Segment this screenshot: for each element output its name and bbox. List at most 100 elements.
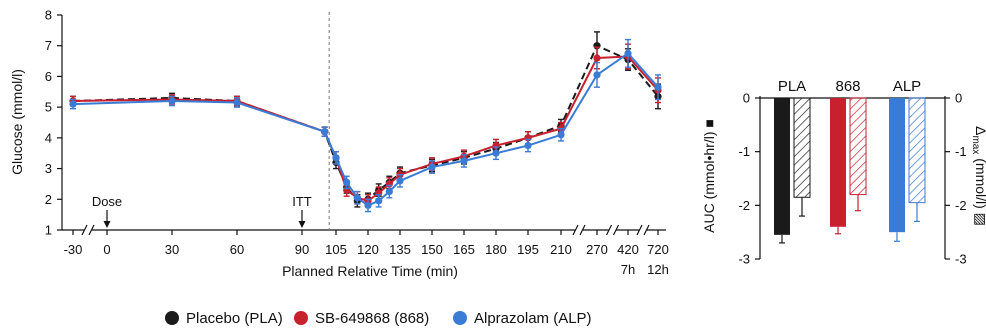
data-point xyxy=(492,149,500,157)
bar-left-tick-label: -3 xyxy=(738,252,750,267)
y-tick-label: 1 xyxy=(45,223,52,238)
x-axis-label: Planned Relative Time (min) xyxy=(282,263,458,279)
legend-swatch-sb xyxy=(294,311,308,325)
break-slash xyxy=(572,224,579,236)
bar-right-axis-label: Δmax (mmol/l) ▨ xyxy=(970,126,986,226)
bar-right-tick-label: 0 xyxy=(955,91,962,106)
break-gap xyxy=(639,226,647,234)
legend-swatch-placebo xyxy=(165,311,179,325)
bar-868-auc xyxy=(830,98,846,227)
x-tick-label: -30 xyxy=(64,242,83,257)
x-tick-sublabel: 7h xyxy=(621,262,635,277)
data-point xyxy=(654,83,662,91)
series-alp xyxy=(69,38,662,213)
bar-right-tick-label: -1 xyxy=(955,144,967,159)
bar-layer xyxy=(774,97,926,244)
data-point xyxy=(396,177,404,185)
data-point xyxy=(375,197,383,205)
x-tick-label: 60 xyxy=(230,242,244,257)
data-point xyxy=(557,131,565,139)
break-gap xyxy=(608,226,617,234)
x-tick-label: 180 xyxy=(485,242,507,257)
bar-left-axis-label: AUC (mmol•hr/l) ■ xyxy=(701,119,717,233)
itt-annotation: ITT xyxy=(292,194,312,209)
y-ticks: 1 2 3 4 5 6 7 8 xyxy=(45,8,62,238)
x-tick-label: 210 xyxy=(550,242,572,257)
y-tick-label: 2 xyxy=(45,192,52,207)
break-slash xyxy=(605,224,613,236)
x-tick-label: 105 xyxy=(325,242,347,257)
data-point xyxy=(593,54,601,62)
data-point xyxy=(460,157,468,165)
data-point xyxy=(321,128,329,136)
x-tick-label: 165 xyxy=(453,242,475,257)
axis-breaks xyxy=(81,224,650,236)
x-tick-label: 420 xyxy=(617,242,639,257)
break-slash xyxy=(636,224,643,236)
series-sb xyxy=(69,43,662,208)
bar-left-tick-label: -1 xyxy=(738,144,750,159)
legend: Placebo (PLA) SB-649868 (868) Alprazolam (… xyxy=(165,310,592,327)
x-tick-label: 30 xyxy=(165,242,179,257)
y-tick-label: 7 xyxy=(45,38,52,53)
break-slash xyxy=(88,224,95,236)
data-point xyxy=(593,71,601,79)
break-gap xyxy=(575,226,583,234)
data-point xyxy=(385,188,393,196)
x-tick-sublabel: 12h xyxy=(647,262,669,277)
legend-label-alp: Alprazolam (ALP) xyxy=(474,310,592,327)
data-point xyxy=(69,100,77,108)
data-point xyxy=(343,178,351,186)
break-slash xyxy=(81,224,88,236)
bar-ticks: 0 0 -1 -1 -2 -2 -3 -3 xyxy=(738,91,966,267)
y-tick-label: 8 xyxy=(45,8,52,23)
data-point xyxy=(524,141,532,150)
bar-category-label: PLA xyxy=(778,78,806,95)
series-line xyxy=(72,55,659,202)
x-tick-label: 120 xyxy=(357,242,379,257)
bar-left-tick-label: -2 xyxy=(738,198,750,213)
break-slash xyxy=(612,224,620,236)
x-tick-label: 150 xyxy=(421,242,443,257)
x-tick-label: 720 xyxy=(647,242,669,257)
data-point xyxy=(624,49,632,57)
break-slash xyxy=(579,224,586,236)
bar-left-tick-label: 0 xyxy=(743,91,750,106)
max-subscript: max xyxy=(970,135,981,154)
y-axis-label: Glucose (mmol/l) xyxy=(9,69,25,175)
delta-symbol: Δ xyxy=(973,126,986,135)
dose-arrowhead xyxy=(103,221,111,228)
auc-bar-chart: 0 0 -1 -1 -2 -2 -3 -3 PLA 868 ALP AUC (mmol•hr/l)… xyxy=(701,78,986,267)
legend-label-placebo: Placebo (PLA) xyxy=(186,310,283,327)
bar-alp-max xyxy=(908,97,926,204)
break-gap xyxy=(84,226,92,234)
data-point xyxy=(332,154,340,162)
data-point xyxy=(364,201,372,210)
x-tick-label: 0 xyxy=(103,242,110,257)
bar-868-max xyxy=(849,97,867,196)
x-tick-label: 135 xyxy=(389,242,411,257)
glucose-line-chart: 1 2 3 4 5 6 7 8 -30 0 30 60 90 105 120 135 150 165 180 195… xyxy=(9,8,669,280)
series-line xyxy=(72,52,659,207)
bar-category-label: ALP xyxy=(893,78,921,95)
bar-alp-auc xyxy=(889,98,905,233)
series-line xyxy=(72,44,659,202)
y-tick-label: 4 xyxy=(45,130,52,145)
bar-pla-max xyxy=(793,97,811,198)
bar-right-tick-label: -3 xyxy=(955,252,967,267)
x-tick-label: 195 xyxy=(517,242,539,257)
series-layer xyxy=(69,31,662,213)
dose-annotation: Dose xyxy=(92,194,122,209)
right-label-units: (mmol/l) ▨ xyxy=(973,154,986,226)
annotations: Dose ITT xyxy=(92,194,312,228)
bar-category-labels: PLA 868 ALP xyxy=(778,78,921,95)
data-point xyxy=(168,97,176,105)
bar-category-label: 868 xyxy=(835,78,860,95)
legend-label-sb: SB-649868 (868) xyxy=(315,310,429,327)
data-point xyxy=(233,98,241,107)
legend-swatch-alp xyxy=(453,311,467,325)
data-point xyxy=(353,194,361,202)
bar-pla-auc xyxy=(774,98,790,235)
series-placebo xyxy=(69,31,662,208)
